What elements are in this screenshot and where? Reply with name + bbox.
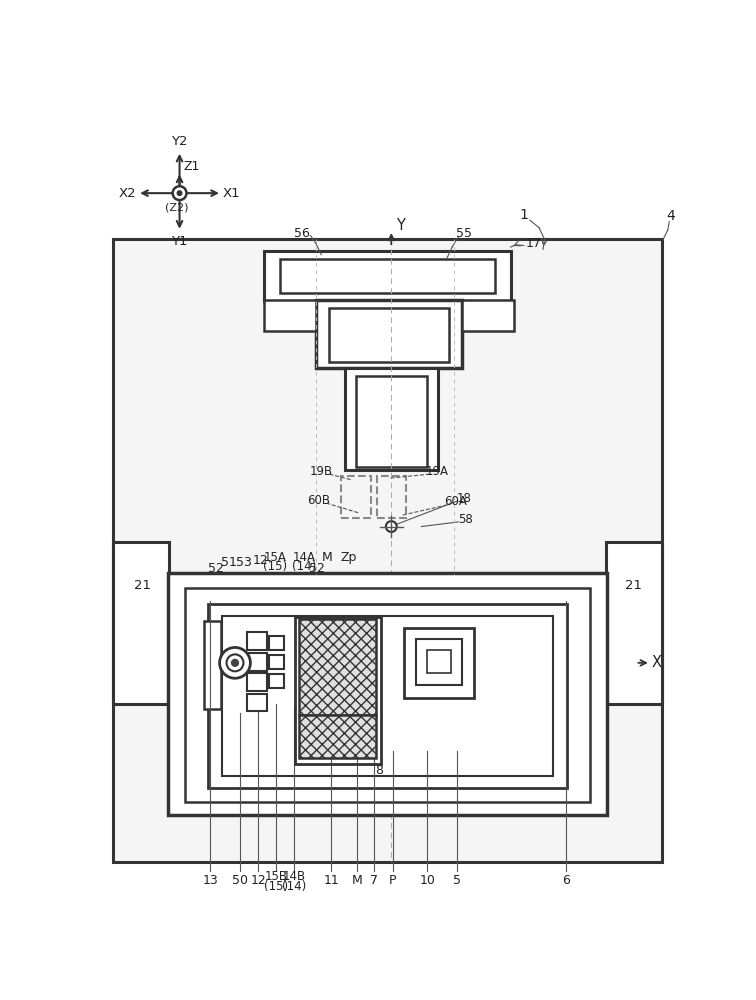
Text: 53: 53 (237, 556, 253, 569)
Text: (14): (14) (292, 560, 317, 573)
Bar (295, 617, 381, 764)
Text: 13: 13 (203, 874, 218, 887)
Circle shape (172, 186, 187, 200)
Bar (204, 620, 221, 709)
Text: 8: 8 (375, 764, 383, 777)
Bar (427, 650, 451, 673)
Text: 18: 18 (456, 492, 471, 505)
Bar (113, 239, 662, 862)
Bar (280, 259, 495, 293)
Circle shape (219, 647, 250, 678)
Bar (356, 376, 426, 466)
Bar (269, 636, 284, 650)
Circle shape (232, 660, 238, 666)
Bar (247, 653, 267, 671)
Bar (345, 368, 438, 470)
Text: P: P (389, 874, 397, 887)
Bar (269, 655, 284, 669)
Bar (222, 616, 553, 776)
Text: 6: 6 (562, 874, 570, 887)
Text: 58: 58 (459, 513, 473, 526)
Circle shape (178, 191, 181, 195)
Text: 60A: 60A (444, 495, 466, 508)
Text: 50: 50 (232, 874, 249, 887)
Text: 14B: 14B (283, 870, 306, 883)
Bar (208, 604, 567, 788)
Text: 56: 56 (294, 227, 310, 240)
Bar (247, 632, 267, 650)
Text: 12: 12 (250, 874, 266, 887)
Text: 17: 17 (526, 237, 542, 250)
Bar (247, 694, 267, 711)
Text: X1: X1 (223, 187, 240, 200)
Bar (113, 542, 169, 704)
Text: Zp: Zp (341, 551, 357, 564)
Text: 12: 12 (253, 554, 268, 567)
Text: M: M (322, 551, 333, 564)
Text: (15): (15) (263, 560, 287, 573)
Text: 55: 55 (456, 227, 472, 240)
Text: M: M (352, 874, 362, 887)
Bar (341, 476, 370, 518)
Text: 19B: 19B (310, 465, 333, 478)
Bar (329, 308, 449, 362)
Bar (185, 588, 590, 802)
Bar (416, 639, 462, 685)
Circle shape (386, 521, 397, 532)
Text: 15B: 15B (265, 870, 287, 883)
Circle shape (227, 654, 243, 671)
Text: 5: 5 (453, 874, 460, 887)
Bar (299, 619, 376, 715)
Text: (14): (14) (282, 880, 306, 893)
Bar (316, 300, 462, 368)
Text: 15A: 15A (264, 551, 287, 564)
Text: 52: 52 (308, 562, 324, 575)
Text: 7: 7 (370, 874, 377, 887)
Text: Y: Y (396, 218, 405, 233)
Text: Z1: Z1 (184, 160, 200, 173)
Bar (247, 673, 267, 691)
Text: 14A: 14A (293, 551, 316, 564)
Bar (299, 715, 376, 758)
Text: 19A: 19A (426, 465, 449, 478)
Text: Y1: Y1 (172, 235, 187, 248)
Text: 51: 51 (221, 556, 237, 569)
Text: 60B: 60B (308, 494, 330, 507)
Bar (265, 251, 510, 301)
Text: 52: 52 (208, 562, 224, 575)
Text: (15): (15) (264, 880, 288, 893)
Text: 4: 4 (667, 209, 675, 223)
Text: 21: 21 (624, 579, 642, 592)
Bar (265, 300, 316, 331)
Bar (376, 476, 406, 518)
Bar (269, 674, 284, 688)
Bar (404, 628, 474, 698)
Text: 1: 1 (519, 208, 528, 222)
Bar (168, 573, 607, 815)
Text: 21: 21 (134, 579, 151, 592)
Bar (462, 300, 514, 331)
Text: X2: X2 (119, 187, 136, 200)
Bar (606, 542, 662, 704)
Text: 11: 11 (324, 874, 339, 887)
Text: (Z2): (Z2) (166, 202, 189, 212)
Text: X: X (652, 655, 662, 670)
Text: Y2: Y2 (172, 135, 187, 148)
Text: 10: 10 (420, 874, 435, 887)
